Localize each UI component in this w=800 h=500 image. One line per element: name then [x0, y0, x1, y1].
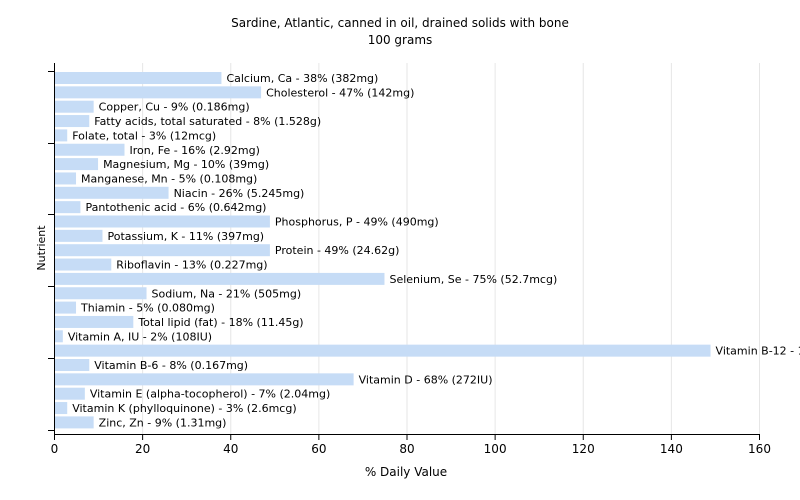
x-axis-title: % Daily Value — [365, 465, 447, 479]
data-label: Selenium, Se - 75% (52.7mcg) — [389, 273, 557, 286]
data-label: Protein - 49% (24.62g) — [275, 244, 400, 257]
bar — [55, 416, 94, 429]
x-tick-label: 60 — [311, 442, 326, 456]
data-label: Niacin - 26% (5.245mg) — [174, 187, 305, 200]
data-label: Total lipid (fat) - 18% (11.45g) — [137, 316, 303, 329]
bar — [55, 100, 94, 113]
data-label: Magnesium, Mg - 10% (39mg) — [103, 158, 269, 171]
data-label: Vitamin K (phylloquinone) - 3% (2.6mcg) — [72, 402, 296, 415]
data-label: Copper, Cu - 9% (0.186mg) — [99, 101, 250, 114]
bar — [55, 186, 169, 199]
data-label: Vitamin D - 68% (272IU) — [359, 373, 493, 386]
x-tick-label: 120 — [572, 442, 595, 456]
bar — [55, 115, 90, 128]
bar — [55, 359, 90, 371]
bar — [55, 86, 262, 99]
bar — [55, 373, 354, 386]
x-tick-label: 40 — [223, 442, 238, 456]
x-tick-label: 20 — [135, 442, 150, 456]
bar — [55, 172, 77, 185]
bar — [55, 258, 112, 271]
data-label: Phosphorus, P - 49% (490mg) — [275, 216, 439, 229]
bar — [55, 244, 270, 257]
grid-layer — [142, 63, 760, 434]
bar — [55, 315, 134, 328]
data-label: Thiamin - 5% (0.080mg) — [80, 302, 215, 315]
data-label: Folate, total - 3% (12mcg) — [72, 129, 216, 142]
bar — [55, 330, 63, 343]
data-label: Riboflavin - 13% (0.227mg) — [116, 259, 267, 272]
bar — [55, 143, 125, 156]
bar — [55, 215, 270, 228]
data-label: Vitamin B-12 - 149% (8.94mcg) — [716, 345, 800, 358]
bar — [55, 158, 99, 171]
bar — [55, 201, 81, 214]
x-tick-label: 0 — [51, 442, 59, 456]
bar — [55, 344, 711, 357]
data-label: Cholesterol - 47% (142mg) — [266, 86, 414, 99]
data-label: Calcium, Ca - 38% (382mg) — [226, 72, 378, 85]
x-tick-label: 100 — [484, 442, 507, 456]
data-label: Manganese, Mn - 5% (0.108mg) — [81, 172, 257, 185]
bar — [55, 287, 147, 300]
chart-subtitle: 100 grams — [367, 33, 433, 47]
data-label: Vitamin E (alpha-tocopherol) - 7% (2.04m… — [90, 388, 330, 401]
data-label: Fatty acids, total saturated - 8% (1.528… — [94, 115, 321, 128]
bar — [55, 129, 68, 142]
bar — [55, 72, 222, 84]
bar — [55, 301, 77, 314]
data-label: Pantothenic acid - 6% (0.642mg) — [85, 201, 266, 214]
data-label: Zinc, Zn - 9% (1.31mg) — [99, 416, 227, 429]
bar — [55, 387, 85, 400]
bar — [55, 229, 103, 242]
chart-title: Sardine, Atlantic, canned in oil, draine… — [231, 16, 569, 30]
data-label: Sodium, Na - 21% (505mg) — [152, 287, 302, 300]
data-label: Potassium, K - 11% (397mg) — [107, 230, 264, 243]
bar — [55, 402, 68, 415]
data-label: Iron, Fe - 16% (2.92mg) — [130, 144, 260, 157]
bar-layer — [55, 72, 711, 429]
y-axis-title: Nutrient — [35, 225, 48, 271]
data-label: Vitamin B-6 - 8% (0.167mg) — [94, 359, 248, 372]
data-label-layer: Calcium, Ca - 38% (382mg)Cholesterol - 4… — [68, 72, 800, 429]
x-tick-label: 140 — [660, 442, 683, 456]
x-tick-label: 80 — [399, 442, 414, 456]
x-tick-label: 160 — [748, 442, 771, 456]
axis-layer: 0 20 40 60 80 100 120 140 160 — [48, 63, 771, 456]
bar — [55, 272, 385, 285]
data-label: Vitamin A, IU - 2% (108IU) — [68, 330, 212, 343]
